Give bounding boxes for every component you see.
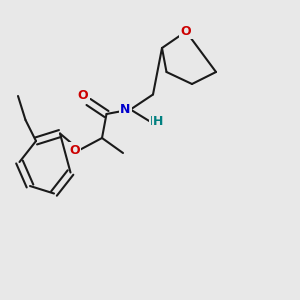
Text: O: O	[69, 143, 80, 157]
Text: O: O	[181, 25, 191, 38]
Text: H: H	[150, 115, 160, 128]
Text: H: H	[153, 115, 164, 128]
Text: N: N	[120, 103, 130, 116]
Text: O: O	[78, 89, 88, 102]
